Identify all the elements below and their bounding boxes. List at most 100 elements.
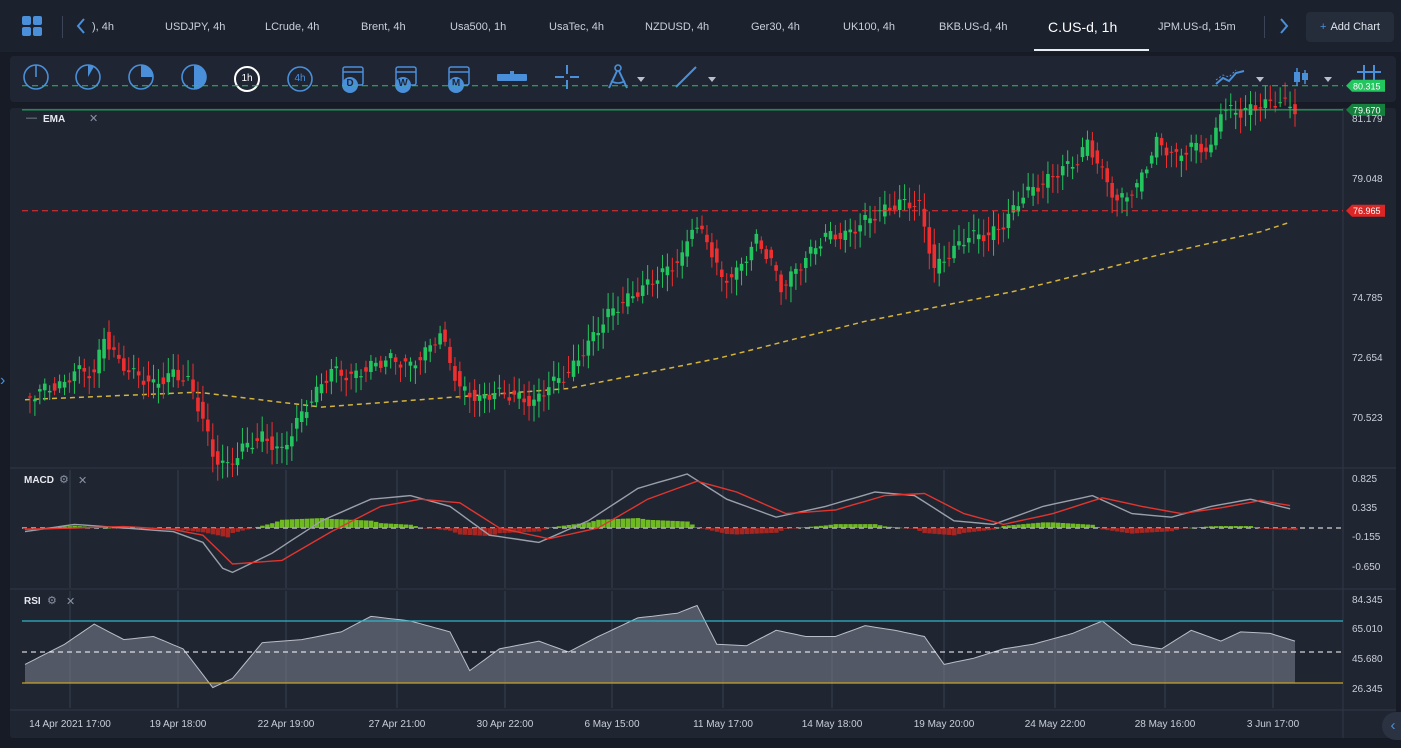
candle-body <box>72 371 77 382</box>
macd-histogram-bar <box>912 528 917 529</box>
timeframe-4h-button[interactable]: 4h <box>284 56 316 102</box>
macd-histogram-bar <box>388 523 394 528</box>
timeframe-month-button[interactable]: M <box>443 56 475 102</box>
macd-histogram-bar <box>1105 528 1110 531</box>
candle-body <box>102 338 106 359</box>
timeframe-1h-button[interactable]: 1h <box>231 56 263 102</box>
macd-histogram-bar <box>907 528 913 529</box>
timeframe-30m-button[interactable] <box>178 56 210 102</box>
macd-histogram-bar <box>774 528 779 533</box>
candle-body <box>77 365 82 370</box>
chart-tab[interactable]: Usa500, 1h <box>450 21 507 33</box>
candle-body <box>1036 187 1040 192</box>
time-axis-label: 6 May 15:00 <box>584 719 639 730</box>
chart-tab[interactable]: BKB.US-d, 4h <box>939 21 1008 33</box>
macd-histogram-bar <box>561 525 567 528</box>
candle-body <box>151 379 156 383</box>
macd-histogram-bar <box>704 528 710 530</box>
layout-grid-icon[interactable] <box>21 15 43 37</box>
drawing-tools-button[interactable] <box>600 56 650 102</box>
candle-body <box>1031 187 1035 196</box>
chevron-down-icon <box>708 70 716 88</box>
candle-body <box>1135 183 1139 188</box>
macd-histogram-bar <box>680 521 685 528</box>
macd-histogram-bar <box>220 528 226 537</box>
candle-body <box>418 357 423 361</box>
macd-histogram-bar <box>398 524 404 528</box>
timeframe-week-button[interactable]: W <box>390 56 422 102</box>
collapse-pane-icon[interactable]: — <box>26 112 37 124</box>
candle-body <box>537 393 541 402</box>
candle-body <box>991 226 996 241</box>
chart-tab[interactable]: UK100, 4h <box>843 21 895 33</box>
macd-histogram-bar <box>902 528 908 529</box>
candle-body <box>210 439 215 457</box>
chart-tab[interactable]: LCrude, 4h <box>265 21 320 33</box>
candle-body <box>981 235 986 242</box>
chart-tab[interactable]: JPM.US-d, 15m <box>1158 21 1236 33</box>
line-tool-button[interactable] <box>670 56 720 102</box>
settings-icon[interactable]: ⚙ <box>47 595 57 607</box>
timeframe-1m-button[interactable] <box>20 56 52 102</box>
chart-tab[interactable]: Ger30, 4h <box>751 21 800 33</box>
chart-tab-bar: ), 4h USDJPY, 4h LCrude, 4h Brent, 4h Usa500… <box>0 0 1401 52</box>
measure-tool-button[interactable] <box>495 56 529 102</box>
macd-histogram-bar <box>863 524 868 528</box>
candle-body <box>304 412 309 418</box>
candle-body <box>1016 206 1021 212</box>
macd-histogram-bar <box>571 524 577 528</box>
macd-histogram-bar <box>62 526 68 528</box>
timeframe-week-label: W <box>398 78 408 89</box>
add-chart-button[interactable]: + Add Chart <box>1306 12 1394 42</box>
macd-histogram-bar <box>611 519 616 528</box>
candle-body <box>1006 213 1011 229</box>
macd-histogram-bar <box>1134 528 1140 534</box>
candle-body <box>428 345 433 352</box>
candle-body <box>443 329 447 342</box>
tabs-scroll-left-icon[interactable] <box>76 17 86 40</box>
candle-body <box>1001 227 1006 230</box>
time-axis-label: 22 Apr 19:00 <box>258 719 315 730</box>
rsi-axis-label: 84.345 <box>1352 595 1383 606</box>
macd-histogram-bar <box>408 524 413 528</box>
macd-histogram-bar <box>531 528 537 532</box>
expand-right-panel-icon[interactable]: ‹ <box>1382 712 1401 740</box>
macd-histogram-bar <box>892 527 898 528</box>
close-icon[interactable]: ✕ <box>66 596 76 608</box>
macd-histogram-bar <box>620 518 626 528</box>
chart-tab[interactable]: NZDUSD, 4h <box>645 21 710 33</box>
chart-tab[interactable]: USDJPY, 4h <box>165 21 226 33</box>
timeframe-15m-button[interactable] <box>125 56 157 102</box>
timeframe-5m-button[interactable] <box>72 56 104 102</box>
candlestick-icon <box>1292 66 1310 93</box>
close-icon[interactable]: ✕ <box>89 113 99 125</box>
candle-body <box>922 208 927 227</box>
macd-histogram-bar <box>72 525 77 528</box>
expand-left-panel-icon[interactable]: › <box>0 372 6 389</box>
chart-type-button[interactable] <box>1290 56 1334 102</box>
close-icon[interactable]: ✕ <box>78 475 88 487</box>
candle-body <box>873 218 877 221</box>
candle-body <box>631 296 635 299</box>
chart-tab[interactable]: UsaTec, 4h <box>549 21 605 33</box>
timeframe-day-button[interactable]: D <box>337 56 369 102</box>
macd-histogram-bar <box>275 521 280 528</box>
crosshair-button[interactable] <box>552 56 582 102</box>
compass-icon <box>605 63 631 95</box>
candle-body <box>309 401 314 403</box>
candle-body <box>329 368 334 382</box>
candle-body <box>1130 194 1134 196</box>
candle-body <box>408 361 413 366</box>
macd-histogram-bar <box>937 528 942 535</box>
settings-icon[interactable]: ⚙ <box>59 474 69 486</box>
macd-line <box>24 473 1291 574</box>
chart-tab[interactable]: ), 4h <box>92 21 115 33</box>
candle-body <box>364 367 368 372</box>
tabs-scroll-right-icon[interactable] <box>1279 17 1289 40</box>
ema-label: EMA <box>43 114 66 125</box>
indicators-button[interactable] <box>1213 56 1265 102</box>
chart-tab[interactable]: Brent, 4h <box>361 21 406 33</box>
chart-tab[interactable]: C.US-d, 1h <box>1033 0 1150 52</box>
candle-body <box>482 394 487 399</box>
